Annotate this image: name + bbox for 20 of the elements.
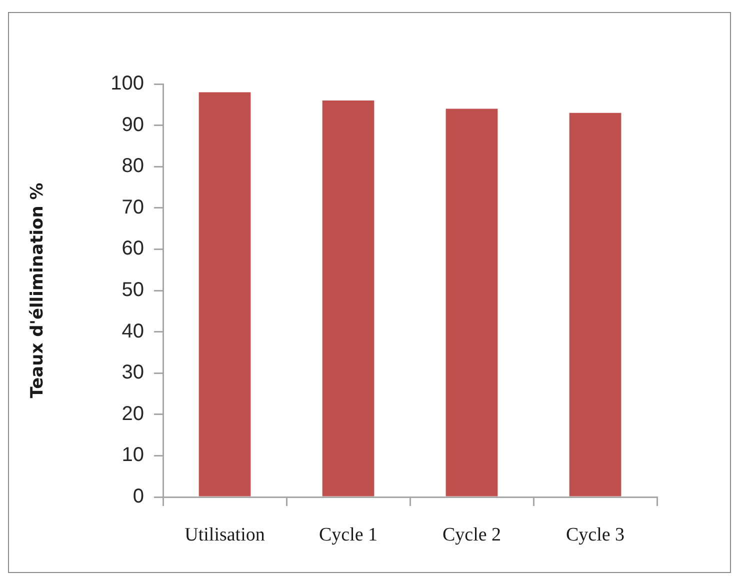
y-tick-label: 100 — [110, 72, 144, 95]
bar — [446, 108, 498, 496]
x-tick-label: Cycle 3 — [566, 524, 625, 546]
y-axis-title: Teaux d'éllimination % — [28, 182, 48, 398]
y-tick-label: 0 — [132, 486, 144, 508]
y-tick-label: 30 — [122, 362, 144, 384]
y-tick-label: 80 — [122, 155, 144, 178]
y-tick-label: 10 — [122, 444, 144, 466]
y-tick-label: 40 — [122, 320, 144, 342]
y-tick-label: 60 — [122, 238, 144, 260]
y-tick-label: 50 — [122, 279, 144, 302]
y-tick-label: 70 — [122, 196, 144, 218]
y-tick-label: 20 — [122, 402, 144, 425]
x-tick-label: Utilisation — [184, 524, 266, 546]
bar — [198, 92, 251, 496]
bar — [569, 112, 622, 496]
x-tick-label: Cycle 2 — [442, 524, 502, 546]
y-tick-label: 90 — [122, 114, 144, 136]
x-tick-label: Cycle 1 — [318, 524, 378, 546]
bar — [322, 100, 374, 496]
